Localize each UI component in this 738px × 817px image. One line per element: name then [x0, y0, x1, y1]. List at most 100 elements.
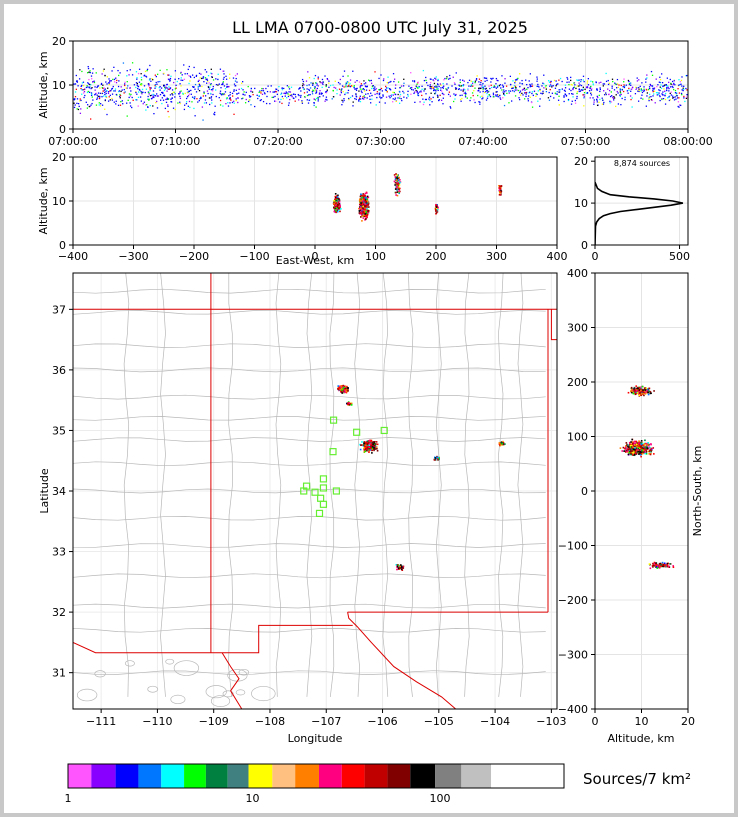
time-source-point	[89, 86, 91, 88]
time-source-point	[504, 82, 506, 84]
time-source-point	[623, 81, 625, 83]
time-source-point	[586, 86, 589, 89]
time-source-point	[190, 89, 192, 92]
time-source-point	[590, 85, 592, 88]
time-source-point	[99, 96, 101, 98]
ns-xtick-label: 0	[592, 715, 599, 728]
time-source-point	[484, 91, 487, 93]
ew-source-point	[360, 204, 363, 206]
map-source-point	[341, 386, 344, 389]
time-source-point	[210, 89, 213, 91]
time-source-point	[119, 97, 121, 99]
time-source-point	[577, 79, 579, 82]
time-source-point	[94, 89, 96, 91]
time-source-point	[672, 88, 675, 91]
ns-source-point	[644, 391, 647, 394]
time-source-point	[535, 92, 537, 95]
time-source-point	[581, 89, 583, 91]
time-source-point	[681, 89, 683, 91]
ns-source-point	[632, 446, 634, 449]
time-source-point	[473, 99, 475, 101]
time-source-point	[518, 73, 521, 75]
ew-source-point	[364, 192, 367, 195]
map-lon-tick-label: −108	[255, 715, 285, 728]
time-source-point	[370, 102, 372, 104]
time-source-point	[492, 77, 494, 80]
time-source-point	[245, 91, 247, 94]
ns-source-point	[666, 564, 669, 567]
time-source-point	[280, 92, 283, 94]
time-source-point	[508, 90, 510, 93]
lma-station-marker	[380, 426, 388, 435]
time-source-point	[226, 83, 228, 85]
time-source-point	[345, 82, 347, 84]
time-source-point	[480, 81, 482, 84]
ns-source-point	[632, 451, 635, 454]
time-source-point	[180, 71, 182, 74]
time-source-point	[423, 79, 426, 82]
time-source-point	[542, 90, 544, 92]
ns-source-point	[641, 442, 644, 445]
time-source-point	[417, 92, 419, 94]
ns-source-point	[645, 389, 648, 392]
ns-source-point	[640, 388, 642, 390]
time-source-point	[659, 95, 661, 98]
time-source-point	[123, 92, 125, 94]
county-boundary	[329, 273, 335, 697]
time-source-point	[202, 95, 204, 97]
time-source-point	[161, 97, 164, 99]
ns-source-point	[652, 562, 654, 565]
time-source-point	[455, 87, 458, 90]
time-source-point	[97, 85, 99, 87]
time-source-point	[149, 104, 151, 107]
time-source-point	[638, 90, 640, 93]
time-source-point	[148, 84, 150, 86]
time-source-point	[570, 103, 573, 105]
time-source-point	[219, 92, 221, 94]
time-source-point	[601, 97, 603, 99]
ns-source-point	[672, 565, 675, 567]
time-source-point	[109, 80, 111, 82]
time-source-point	[545, 90, 548, 93]
time-source-point	[313, 104, 315, 107]
time-source-point	[658, 92, 660, 94]
time-source-point	[583, 91, 586, 94]
time-source-point	[233, 89, 235, 91]
county-boundary	[464, 273, 470, 697]
map-lat-tick-label: 36	[52, 364, 66, 377]
time-source-point	[212, 85, 214, 88]
time-source-point	[223, 76, 225, 79]
time-source-point	[361, 84, 363, 87]
time-source-point	[314, 87, 316, 90]
time-source-point	[83, 90, 86, 93]
time-source-point	[174, 70, 177, 72]
colorbar-swatch	[318, 764, 342, 788]
time-source-point	[308, 88, 310, 91]
time-source-point	[598, 94, 600, 97]
time-source-point	[640, 89, 643, 91]
map-lon-tick-label: −106	[367, 715, 397, 728]
time-source-point	[434, 86, 436, 88]
time-source-point	[326, 90, 328, 93]
ew-source-point	[435, 209, 438, 212]
time-source-point	[202, 119, 204, 121]
county-boundary	[124, 660, 135, 667]
time-source-point	[461, 84, 464, 87]
time-source-point	[492, 92, 495, 94]
time-source-point	[408, 85, 410, 87]
time-source-point	[642, 98, 644, 100]
time-source-point	[93, 80, 95, 82]
time-source-point	[610, 101, 613, 103]
ew-source-point	[363, 195, 365, 198]
time-source-point	[628, 82, 631, 85]
ew-source-point	[397, 179, 400, 182]
ew-xtick-label: 300	[486, 250, 507, 263]
time-source-point	[419, 101, 421, 103]
map-source-point	[345, 386, 347, 389]
time-source-point	[432, 96, 434, 99]
time-source-point	[211, 99, 213, 101]
time-source-point	[617, 92, 619, 94]
time-source-point	[479, 101, 481, 103]
time-source-point	[75, 88, 78, 90]
time-source-point	[281, 89, 284, 91]
